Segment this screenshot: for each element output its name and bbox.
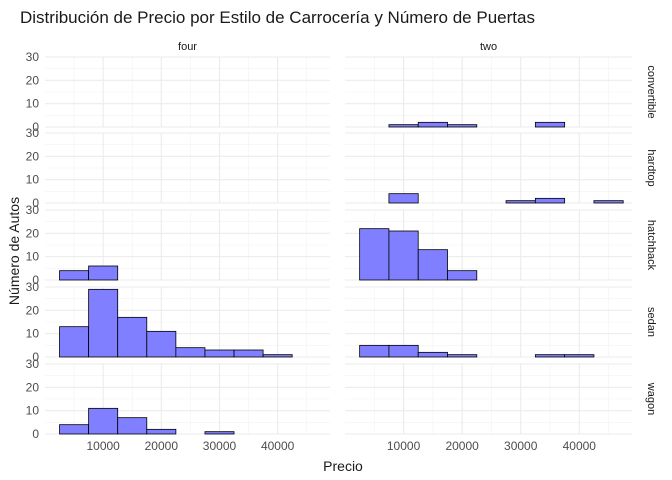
panel-four-hardtop: 0 10 20 30	[26, 126, 330, 210]
y-tick-label: 30	[26, 280, 40, 294]
panel-two-convertible	[345, 56, 632, 128]
column-strip-label-two: two	[480, 41, 497, 53]
histogram-bar	[204, 349, 235, 358]
histogram-bar	[593, 200, 624, 204]
histogram-bar	[417, 351, 448, 358]
y-tick-label: 10	[26, 250, 40, 264]
histogram-bar	[175, 347, 206, 358]
y-axis-title: Número de Autos	[6, 197, 22, 305]
histogram-bar	[88, 407, 119, 435]
row-strip-label-sedan: sedan	[645, 307, 657, 337]
column-strip-label-four: four	[178, 41, 197, 53]
y-tick-label: 0	[32, 427, 39, 441]
histogram-bar	[505, 200, 536, 204]
histogram-bar	[59, 326, 90, 358]
histogram-bar	[359, 344, 390, 358]
histogram-bar	[534, 197, 566, 204]
histogram-bar	[388, 124, 419, 128]
y-tick-label: 20	[26, 226, 40, 240]
histogram-bar	[233, 349, 264, 358]
histogram-bar	[117, 417, 148, 435]
histogram-bar	[388, 230, 419, 281]
histogram-bar	[388, 344, 419, 358]
y-tick-label: 30	[26, 50, 40, 64]
y-tick-label: 10	[26, 173, 40, 187]
histogram-bar	[146, 428, 177, 435]
histogram-bar	[417, 249, 448, 281]
histogram-bar	[534, 121, 566, 128]
panel-four-wagon: 0 10 20 30 10000 20000 30000 40000	[26, 357, 330, 453]
histogram-bar	[388, 193, 419, 204]
y-tick-label: 0	[32, 196, 39, 210]
histogram-bar	[564, 354, 595, 358]
y-tick-label: 30	[26, 357, 40, 371]
x-tick-label: 10000	[86, 439, 120, 453]
panel-two-hatchback	[345, 209, 632, 281]
histogram-bar	[447, 354, 478, 358]
panel-four-hatchback: 0 10 20 30	[26, 203, 330, 287]
histogram-bar	[262, 354, 293, 358]
histogram-bar	[59, 270, 90, 281]
histogram-bar	[204, 431, 235, 435]
x-tick-label: 20000	[145, 439, 179, 453]
chart-title: Distribución de Precio por Estilo de Car…	[20, 8, 535, 27]
row-strip-label-hatchback: hatchback	[645, 220, 657, 271]
histogram-bar	[359, 228, 390, 281]
panel-two-wagon: 10000 20000 30000 40000	[345, 363, 632, 453]
panel-two-hardtop	[345, 132, 632, 204]
row-strip-label-convertible: convertible	[645, 65, 657, 118]
panel-two-sedan	[345, 286, 632, 358]
y-tick-label: 10	[26, 97, 40, 111]
y-tick-label: 20	[26, 149, 40, 163]
y-tick-label: 0	[32, 273, 39, 287]
histogram-bar	[417, 121, 448, 128]
histogram-bar	[88, 265, 119, 281]
x-tick-label: 30000	[203, 439, 237, 453]
y-tick-label: 20	[26, 380, 40, 394]
y-tick-label: 30	[26, 126, 40, 140]
panel-four-sedan: 0 10 20 30	[26, 280, 330, 364]
histogram-bar	[146, 330, 177, 358]
panels-layer: four two convertible hardtop hatchback sedan w…	[26, 41, 657, 453]
y-tick-label: 20	[26, 303, 40, 317]
histogram-bar	[447, 124, 478, 128]
x-tick-label: 40000	[563, 439, 597, 453]
x-axis-title: Precio	[323, 458, 363, 474]
row-strip-label-hardtop: hardtop	[645, 149, 657, 186]
y-tick-label: 10	[26, 327, 40, 341]
y-tick-label: 10	[26, 404, 40, 418]
histogram-bar	[534, 354, 566, 358]
y-tick-label: 0	[32, 120, 39, 134]
histogram-bar	[117, 316, 148, 358]
x-tick-label: 40000	[261, 439, 295, 453]
y-tick-label: 0	[32, 350, 39, 364]
row-strip-label-wagon: wagon	[645, 382, 657, 415]
x-tick-label: 30000	[504, 439, 538, 453]
histogram-bar	[59, 424, 90, 435]
y-tick-label: 20	[26, 73, 40, 87]
x-tick-label: 10000	[387, 439, 421, 453]
x-tick-label: 20000	[445, 439, 479, 453]
histogram-bar	[447, 270, 478, 281]
histogram-bar	[88, 288, 119, 358]
panel-four-convertible: 0 10 20 30	[26, 50, 330, 134]
y-tick-label: 30	[26, 203, 40, 217]
